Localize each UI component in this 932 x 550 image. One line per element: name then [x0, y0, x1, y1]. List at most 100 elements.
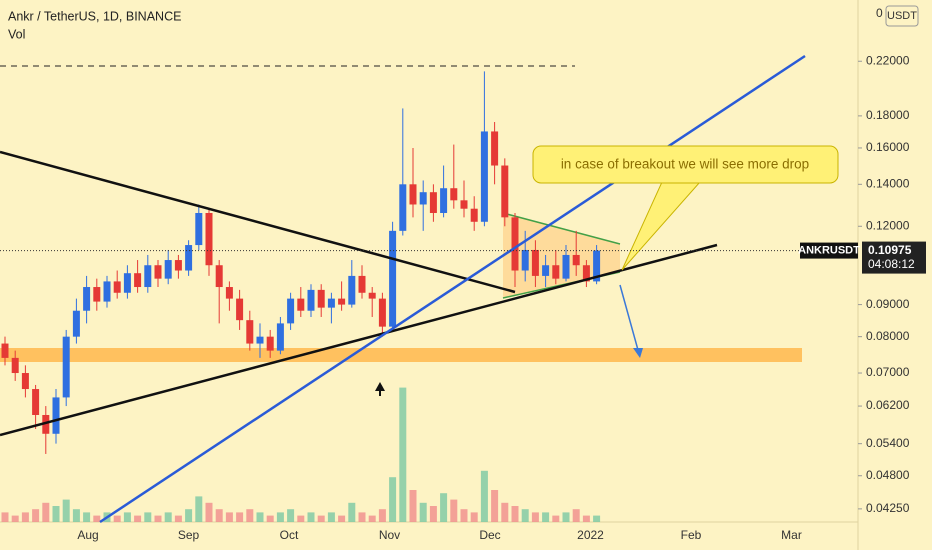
volume-bar	[225, 512, 233, 522]
volume-bar	[480, 470, 488, 522]
candle-body	[246, 320, 254, 344]
support-zone	[0, 348, 802, 362]
candle-body	[1, 343, 9, 358]
candle-body	[582, 265, 590, 282]
x-tick-label: Nov	[379, 528, 400, 542]
volume-bar	[542, 512, 550, 522]
candle-body	[195, 212, 203, 246]
volume-bar	[52, 506, 60, 522]
y-tick-label: 0.06200	[866, 398, 910, 412]
volume-bar	[327, 512, 335, 522]
candle-body	[501, 165, 509, 218]
symbol-box	[800, 242, 858, 259]
arrow-head	[633, 348, 643, 358]
candle-body	[378, 298, 386, 327]
x-tick-label: Oct	[280, 528, 299, 542]
candle-body	[460, 200, 468, 209]
candle-body	[123, 273, 131, 293]
candle-body	[72, 310, 80, 337]
x-tick-label: Feb	[681, 528, 702, 542]
callout	[532, 145, 839, 184]
volume-bar	[470, 512, 478, 522]
candle-body	[409, 184, 417, 205]
y-tick-label: 0.08000	[866, 329, 910, 343]
volume-bar	[552, 515, 560, 522]
candle-body	[450, 188, 458, 201]
y-tick-label: 0.09000	[866, 297, 910, 311]
volume-bar	[72, 509, 80, 522]
candle-body	[236, 298, 244, 321]
y-tick-label: 0.04250	[866, 501, 910, 515]
currency: USDT	[887, 10, 917, 22]
candle-body	[42, 414, 50, 434]
trendline	[99, 54, 806, 524]
volume-bar	[174, 515, 182, 522]
x-tick-label: Sep	[178, 528, 200, 542]
volume-bar	[297, 515, 305, 522]
volume-bar	[389, 477, 397, 522]
volume-bar	[317, 515, 325, 522]
candle-body	[11, 357, 19, 374]
candle-body	[491, 131, 499, 166]
volume-bar	[562, 512, 570, 522]
candle-body	[338, 298, 346, 305]
x-tick-label: 2022	[577, 528, 604, 542]
candle-body	[429, 192, 437, 213]
trendline	[0, 150, 516, 294]
volume-bar	[205, 502, 213, 522]
candle-body	[52, 397, 60, 434]
top-tick: 0	[876, 6, 883, 20]
y-tick-label: 0.04800	[866, 468, 910, 482]
volume-bar	[32, 509, 40, 522]
volume-layer	[1, 387, 601, 522]
volume-bar	[256, 512, 264, 522]
volume-bar	[93, 515, 101, 522]
volume-bar	[511, 506, 519, 522]
volume-bar	[42, 502, 50, 522]
volume-bar	[450, 499, 458, 522]
candle-body	[256, 336, 264, 344]
candle-body	[480, 131, 488, 222]
candle-body	[93, 287, 101, 302]
x-tick-label: Mar	[781, 528, 802, 542]
candle-body	[542, 265, 550, 276]
candle-body	[103, 281, 111, 302]
candle-body	[327, 298, 335, 308]
volume-bar	[572, 509, 580, 522]
candle-body	[552, 265, 560, 279]
volume-bar	[113, 515, 121, 522]
countdown-label: 04:08:12	[868, 257, 915, 271]
volume-bar	[521, 509, 529, 522]
candle-body	[174, 260, 182, 271]
candle-body	[348, 275, 356, 305]
volume-bar	[399, 387, 407, 522]
candle-body	[297, 298, 305, 311]
y-tick-label: 0.22000	[866, 53, 910, 67]
candle-body	[593, 250, 601, 282]
candle-body	[440, 188, 448, 213]
volume-bar	[83, 512, 91, 522]
volume-bar	[164, 512, 172, 522]
y-tick-label: 0.12000	[866, 218, 910, 232]
x-tick-label: Aug	[77, 528, 98, 542]
volume-bar	[429, 506, 437, 522]
y-tick-label: 0.18000	[866, 108, 910, 122]
volume-bar	[62, 499, 70, 522]
y-tick-label: 0.14000	[866, 176, 910, 190]
candle-body	[531, 249, 539, 276]
candle-body	[62, 336, 70, 398]
volume-bar	[123, 512, 131, 522]
candle-body	[113, 281, 121, 293]
volume-bar	[582, 515, 590, 522]
candle-body	[32, 389, 40, 415]
price-label: 0.10975	[868, 243, 912, 257]
candle-body	[21, 373, 29, 390]
volume-bar	[195, 496, 203, 522]
symbol-label: ANKRUSDT	[798, 244, 860, 256]
volume-bar	[409, 490, 417, 522]
candles	[1, 71, 601, 454]
candle-body	[368, 292, 376, 299]
candle-body	[521, 249, 529, 271]
volume-bar	[491, 490, 499, 522]
